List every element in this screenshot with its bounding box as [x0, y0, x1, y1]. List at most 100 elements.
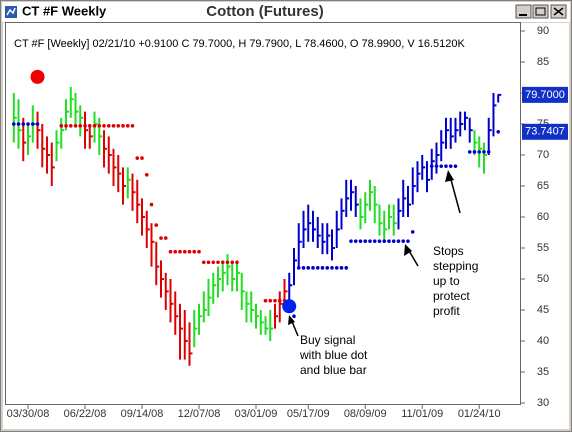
stop-dot: [206, 260, 211, 265]
stop-dot: [68, 124, 73, 128]
stop-dot: [173, 249, 178, 254]
stop-dot: [64, 124, 68, 128]
plot: 3035404550556065707580859003/30/0806/22/…: [7, 25, 568, 420]
price-marker-box: [522, 86, 568, 103]
stop-dot: [149, 202, 154, 207]
title-bar: [2, 2, 570, 22]
stop-dot: [178, 249, 182, 254]
close-glyph: [553, 7, 564, 16]
stop-dot: [21, 122, 26, 126]
stop-dot: [130, 124, 135, 128]
y-tick-label: 45: [537, 304, 549, 316]
y-tick-label: 90: [537, 25, 549, 37]
x-tick-label: 08/09/09: [344, 408, 387, 420]
x-tick-label: 06/22/08: [64, 408, 107, 420]
stop-dot: [102, 124, 106, 128]
stop-dot: [197, 249, 201, 254]
stop-dot: [434, 164, 439, 168]
stop-dot: [135, 156, 140, 160]
annotation: and blue bar: [300, 363, 367, 377]
arrowhead: [404, 244, 412, 256]
stop-dot: [201, 260, 206, 265]
annotation: profit: [433, 304, 460, 318]
price-marker-box: [522, 123, 568, 140]
signal-dot: [30, 69, 45, 84]
arrowhead: [288, 315, 295, 325]
stop-dot: [349, 239, 353, 243]
stop-dot: [73, 124, 78, 128]
stop-dot: [78, 124, 83, 128]
annotation: with blue dot: [299, 348, 368, 362]
y-tick-label: 70: [537, 149, 549, 161]
stop-dot: [187, 249, 192, 254]
stop-dot: [35, 122, 40, 126]
stop-dot: [406, 239, 410, 243]
y-tick-label: 30: [537, 397, 549, 409]
y-tick-label: 65: [537, 180, 549, 192]
stop-dot: [225, 260, 230, 265]
stop-dot: [26, 122, 30, 126]
stop-dot: [92, 124, 97, 128]
stop-dot: [216, 260, 220, 265]
stop-dot: [358, 239, 363, 243]
y-tick-label: 50: [537, 273, 549, 285]
stop-dot: [496, 130, 501, 134]
chart-background: [3, 23, 569, 429]
stop-dot: [301, 266, 306, 270]
x-tick-label: 12/07/08: [178, 408, 221, 420]
stop-dot: [211, 260, 216, 265]
minimize-button[interactable]: [515, 4, 532, 19]
y-tick-label: 85: [537, 56, 549, 68]
price-marker-label: 79.7000: [525, 89, 565, 101]
stop-dot: [230, 260, 235, 265]
stop-dot: [292, 314, 296, 319]
maximize-glyph: [535, 7, 546, 16]
chart-title: Cotton (Futures): [206, 3, 323, 20]
window-title: CT #F Weekly: [22, 3, 107, 18]
stop-dot: [410, 230, 415, 234]
plot-frame: [5, 22, 521, 405]
annotation: stepping: [433, 259, 478, 273]
stop-dot: [268, 298, 273, 303]
stop-dot: [111, 124, 116, 128]
stop-dot: [439, 164, 444, 168]
annotation: Buy signal: [300, 333, 355, 347]
stop-dot: [448, 164, 453, 168]
x-tick-label: 09/14/08: [121, 408, 164, 420]
stop-dot: [296, 266, 301, 270]
stop-dot: [263, 298, 268, 303]
stop-dot: [363, 239, 368, 243]
stop-dot: [121, 124, 125, 128]
annotation-arrows: [288, 170, 461, 337]
stop-dot: [396, 239, 401, 243]
stop-dot: [306, 266, 311, 270]
stop-dot: [182, 249, 187, 254]
stop-dot: [334, 266, 339, 270]
stop-dot: [453, 164, 458, 168]
stop-dot: [159, 236, 163, 240]
stop-dot: [125, 124, 130, 128]
stop-dot: [277, 298, 282, 303]
x-tick-label: 03/01/09: [235, 408, 278, 420]
stop-dot: [429, 164, 434, 168]
stop-dot: [11, 122, 16, 126]
stop-dot: [477, 150, 482, 154]
y-tick-label: 40: [537, 335, 549, 347]
stop-dot: [97, 124, 102, 128]
stop-dot: [387, 239, 391, 243]
stop-dot: [368, 239, 372, 243]
stop-dot: [391, 239, 396, 243]
signal-dot: [282, 299, 297, 314]
stop-dot: [168, 249, 173, 254]
y-tick-label: 60: [537, 211, 549, 223]
stop-dot: [344, 266, 349, 270]
stop-dot: [353, 239, 358, 243]
stop-dot: [325, 266, 330, 270]
stop-dot: [163, 236, 168, 240]
stop-dot: [30, 122, 35, 126]
stop-dot: [59, 124, 64, 128]
stop-dot: [401, 239, 406, 243]
maximize-button[interactable]: [532, 4, 549, 19]
stop-dot: [467, 150, 472, 154]
